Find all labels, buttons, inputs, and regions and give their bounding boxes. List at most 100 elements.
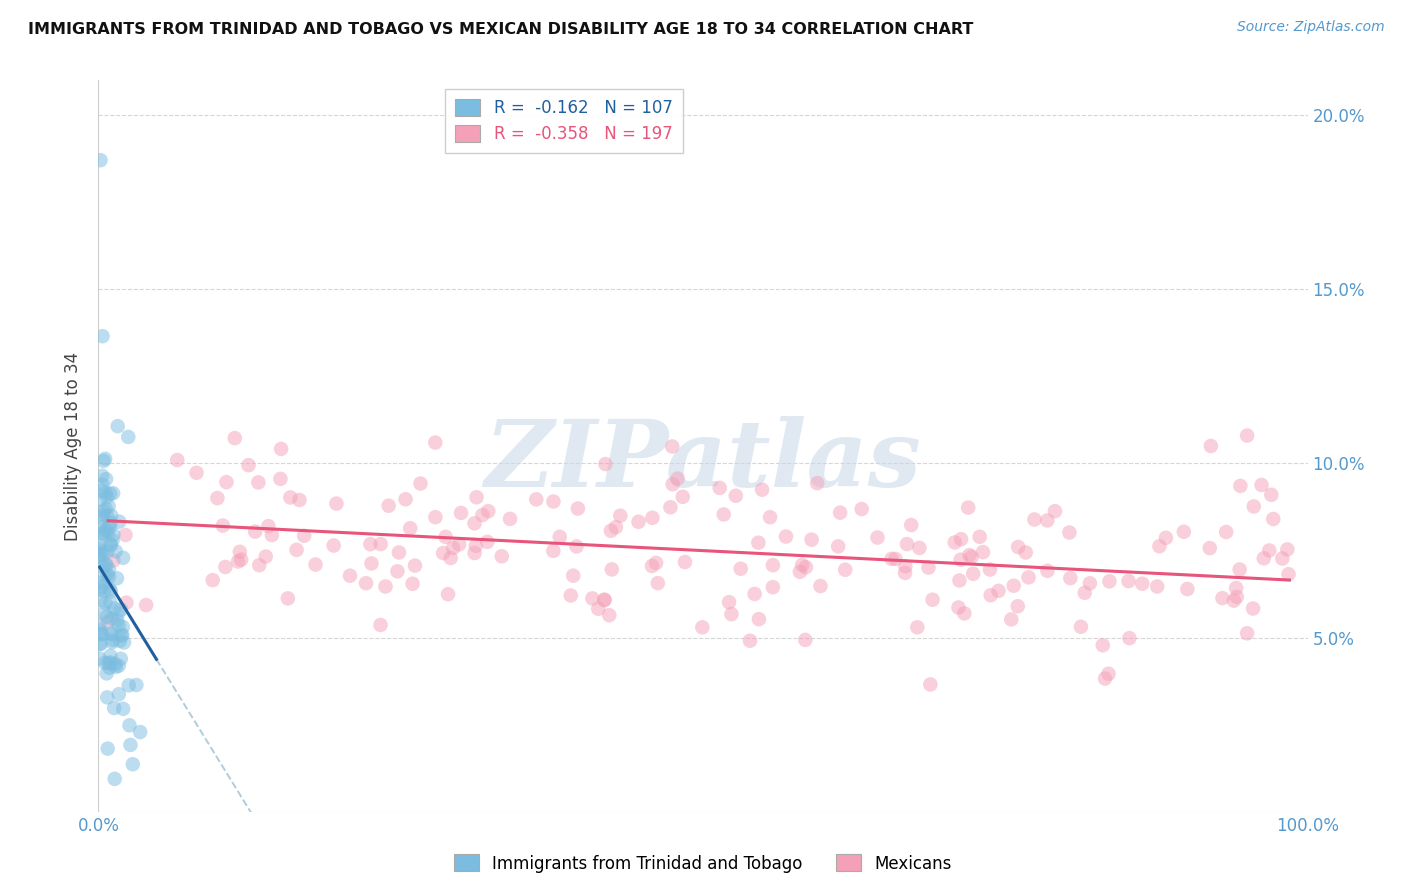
Point (114, 528, 136, 542)
Text: Source: ZipAtlas.com: Source: ZipAtlas.com (1237, 20, 1385, 34)
Point (1024, 512, 1046, 526)
Point (97, 615, 120, 629)
Point (110, 602, 132, 616)
Point (91, 579, 114, 593)
Point (884, 552, 907, 566)
Point (97, 741, 120, 756)
Legend: R =  -0.162   N = 107, R =  -0.358   N = 197: R = -0.162 N = 107, R = -0.358 N = 197 (446, 88, 682, 153)
Point (593, 593, 616, 607)
Point (641, 559, 664, 574)
Point (93, 504, 115, 518)
Point (117, 430, 139, 444)
Point (948, 574, 970, 588)
Point (661, 440, 683, 454)
Point (215, 475, 238, 490)
Point (224, 431, 246, 445)
Point (1094, 672, 1116, 686)
Point (247, 475, 270, 490)
Point (627, 515, 650, 529)
Point (325, 497, 347, 511)
Point (980, 588, 1002, 602)
Point (894, 559, 917, 574)
Point (810, 579, 832, 593)
Point (595, 457, 617, 471)
Point (1250, 478, 1272, 492)
Point (107, 618, 129, 632)
Point (118, 718, 141, 732)
Point (1078, 576, 1101, 591)
Point (115, 596, 138, 610)
Point (1277, 542, 1299, 557)
Point (565, 540, 588, 554)
Point (377, 499, 399, 513)
Point (112, 702, 135, 716)
Point (759, 510, 782, 524)
Point (231, 552, 253, 566)
Point (89, 492, 111, 507)
Point (243, 524, 266, 539)
Point (600, 562, 623, 576)
Point (987, 583, 1010, 598)
Point (437, 587, 460, 601)
Point (957, 548, 980, 562)
Point (605, 520, 627, 534)
Point (1271, 551, 1294, 566)
Point (1225, 581, 1247, 595)
Point (432, 546, 454, 560)
Point (90, 545, 112, 559)
Point (709, 481, 731, 495)
Point (89, 637, 111, 651)
Point (103, 527, 125, 541)
Point (449, 537, 471, 551)
Point (950, 533, 973, 547)
Point (269, 472, 291, 486)
Point (1007, 599, 1029, 614)
Point (1130, 576, 1153, 591)
Point (830, 506, 852, 520)
Point (94, 501, 117, 516)
Point (477, 504, 499, 518)
Point (89, 153, 111, 168)
Point (207, 491, 229, 505)
Point (1059, 571, 1081, 585)
Point (1258, 543, 1281, 558)
Point (107, 607, 129, 621)
Point (94, 596, 117, 610)
Point (238, 458, 260, 472)
Point (401, 576, 423, 591)
Point (713, 508, 735, 522)
Point (98, 486, 121, 500)
Point (94, 451, 117, 466)
Point (463, 516, 485, 531)
Point (1146, 579, 1168, 593)
Point (440, 551, 463, 566)
Point (806, 476, 828, 491)
Point (89, 575, 111, 590)
Point (101, 533, 124, 548)
Point (789, 565, 811, 579)
Point (254, 549, 277, 564)
Point (979, 562, 1001, 576)
Point (524, 492, 547, 507)
Point (354, 576, 377, 591)
Point (112, 550, 135, 565)
Point (96, 690, 118, 705)
Point (89, 624, 111, 638)
Point (107, 658, 129, 673)
Point (359, 537, 381, 551)
Point (89, 617, 111, 632)
Point (285, 542, 308, 557)
Point (1091, 638, 1114, 652)
Point (1215, 524, 1237, 539)
Point (98, 626, 121, 640)
Point (1173, 524, 1195, 539)
Point (666, 472, 689, 486)
Point (89, 538, 111, 552)
Point (96, 509, 118, 524)
Point (111, 620, 134, 634)
Point (91, 478, 114, 492)
Point (214, 560, 236, 574)
Point (1036, 513, 1059, 527)
Point (1226, 590, 1249, 604)
Point (101, 633, 124, 648)
